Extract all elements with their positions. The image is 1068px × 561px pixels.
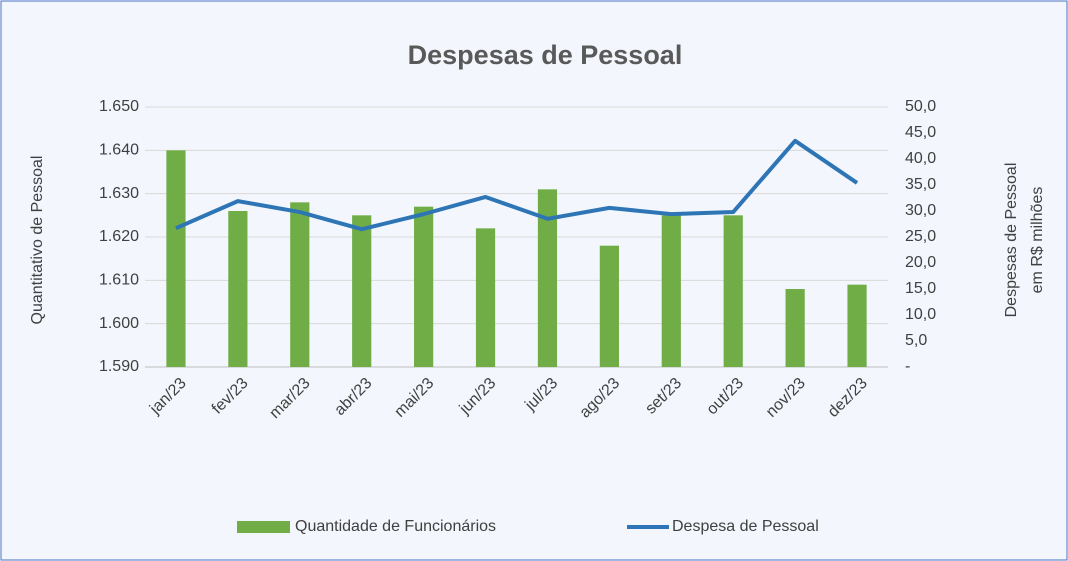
bar	[290, 202, 310, 367]
y2-tick-label: 15,0	[905, 280, 936, 297]
y2-tick-label: 30,0	[905, 202, 936, 219]
line	[175, 138, 859, 232]
y2-tick-label: 10,0	[905, 306, 936, 323]
bar	[352, 215, 372, 367]
y2-tick-label: 5,0	[905, 332, 927, 349]
bar	[414, 206, 434, 367]
y-tick-label: 1.600	[99, 315, 139, 332]
chart-title: Despesas de Pessoal	[408, 40, 683, 70]
y-tick-label: 1.610	[99, 272, 139, 289]
y2-axis-title: em R$ milhões	[1029, 187, 1046, 294]
legend-swatch	[237, 521, 290, 533]
y-tick-label: 1.650	[99, 98, 139, 115]
y-axis-title: Quantitativo de Pessoal	[29, 156, 46, 325]
bar	[847, 284, 867, 367]
y-tick-label: 1.590	[99, 358, 139, 375]
y2-tick-label: 40,0	[905, 150, 936, 167]
bar	[661, 215, 681, 367]
y2-axis-title: Despesas de Pessoal	[1003, 163, 1020, 318]
y2-tick-label: 50,0	[905, 98, 936, 115]
bar	[228, 211, 248, 367]
legend-label: Despesa de Pessoal	[672, 518, 819, 535]
y2-tick-label: 45,0	[905, 124, 936, 141]
legend-label: Quantidade de Funcionários	[295, 518, 496, 535]
y2-tick-label: -	[905, 358, 910, 375]
bar	[723, 215, 743, 367]
y-tick-label: 1.640	[99, 142, 139, 159]
bar	[166, 150, 186, 367]
y2-tick-label: 20,0	[905, 254, 936, 271]
y2-tick-label: 35,0	[905, 176, 936, 193]
bar	[785, 289, 805, 367]
bar	[475, 228, 496, 367]
y-tick-label: 1.630	[99, 185, 139, 202]
bar	[599, 245, 619, 367]
y-tick-label: 1.620	[99, 228, 139, 245]
bar	[537, 189, 558, 367]
y2-tick-label: 25,0	[905, 228, 936, 245]
